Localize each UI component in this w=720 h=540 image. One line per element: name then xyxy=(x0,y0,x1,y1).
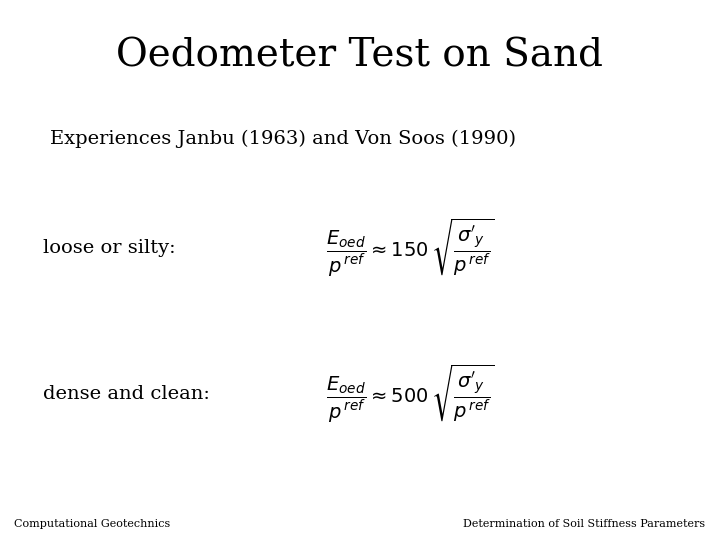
Text: Oedometer Test on Sand: Oedometer Test on Sand xyxy=(117,38,603,75)
Text: Determination of Soil Stiffness Parameters: Determination of Soil Stiffness Paramete… xyxy=(464,519,706,529)
Text: Computational Geotechnics: Computational Geotechnics xyxy=(14,519,171,529)
Text: loose or silty:: loose or silty: xyxy=(43,239,176,258)
Text: Experiences Janbu (1963) and Von Soos (1990): Experiences Janbu (1963) and Von Soos (1… xyxy=(50,130,516,148)
Text: dense and clean:: dense and clean: xyxy=(43,385,210,403)
Text: $\dfrac{E_{oed}}{p^{\,ref}} \approx 500\,\sqrt{\dfrac{\sigma'_y}{p^{\,ref}}}$: $\dfrac{E_{oed}}{p^{\,ref}} \approx 500\… xyxy=(326,363,495,426)
Text: $\dfrac{E_{oed}}{p^{\,ref}} \approx 150\,\sqrt{\dfrac{\sigma'_y}{p^{\,ref}}}$: $\dfrac{E_{oed}}{p^{\,ref}} \approx 150\… xyxy=(326,217,495,280)
